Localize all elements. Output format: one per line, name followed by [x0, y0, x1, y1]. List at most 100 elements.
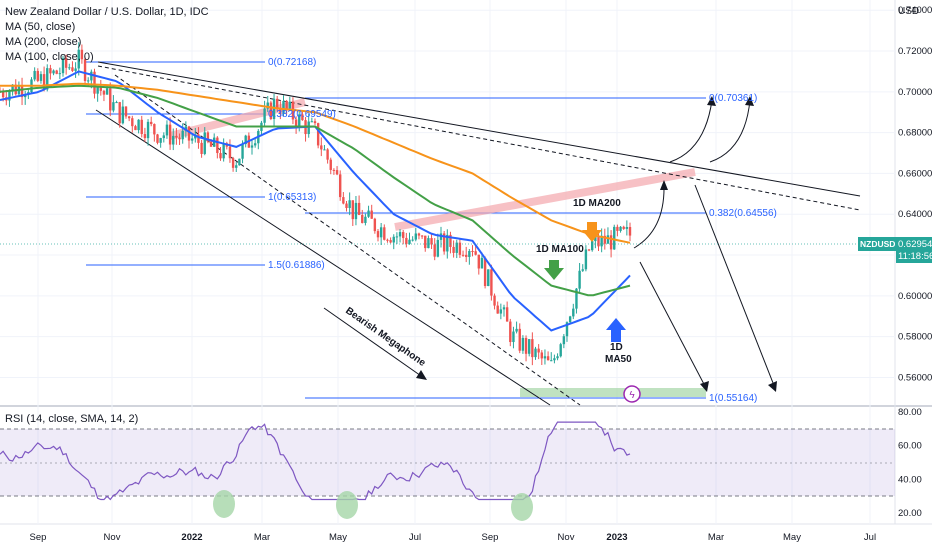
candle-body[interactable]	[505, 307, 509, 322]
candle-body[interactable]	[534, 348, 537, 358]
candle-body[interactable]	[36, 70, 39, 81]
candle-body[interactable]	[480, 257, 484, 269]
candle-body[interactable]	[11, 84, 14, 92]
candle-body[interactable]	[228, 146, 232, 159]
candle-body[interactable]	[487, 269, 490, 287]
candle-body[interactable]	[326, 149, 329, 160]
candle-body[interactable]	[562, 336, 566, 345]
candle-body[interactable]	[499, 309, 503, 314]
candle-body[interactable]	[354, 202, 358, 220]
candle-body[interactable]	[203, 132, 206, 154]
candle-body[interactable]	[483, 257, 487, 287]
megaphone-arrow-line[interactable]	[323, 307, 425, 379]
candle-body[interactable]	[39, 74, 43, 81]
candle-body[interactable]	[87, 80, 90, 82]
candle-body[interactable]	[524, 337, 528, 354]
candle-body[interactable]	[276, 98, 279, 109]
symbol-badge[interactable]	[858, 237, 896, 251]
candle-body[interactable]	[165, 124, 169, 136]
candle-body[interactable]	[584, 249, 588, 270]
candle-body[interactable]	[109, 88, 112, 111]
candle-body[interactable]	[518, 328, 521, 351]
candle-body[interactable]	[568, 316, 572, 323]
price-pane[interactable]	[0, 0, 895, 405]
candle-body[interactable]	[102, 90, 106, 95]
candle-body[interactable]	[231, 158, 235, 168]
candle-body[interactable]	[332, 169, 336, 171]
candle-body[interactable]	[471, 251, 474, 253]
ma100-line[interactable]	[0, 84, 631, 297]
candle-body[interactable]	[345, 203, 348, 208]
candle-body[interactable]	[99, 87, 102, 91]
candle-body[interactable]	[42, 74, 46, 90]
candle-body[interactable]	[1, 92, 5, 98]
candle-body[interactable]	[408, 239, 411, 244]
event-marker-icon[interactable]	[623, 385, 641, 403]
candle-body[interactable]	[376, 231, 380, 238]
candle-body[interactable]	[263, 108, 266, 123]
candle-body[interactable]	[609, 235, 613, 250]
candle-body[interactable]	[572, 308, 575, 317]
candle-body[interactable]	[597, 236, 600, 247]
projection-down-line-1[interactable]	[639, 261, 707, 389]
candle-body[interactable]	[427, 238, 430, 249]
megaphone-lower-solid[interactable]	[95, 109, 551, 406]
candle-body[interactable]	[266, 102, 269, 109]
candle-body[interactable]	[461, 254, 465, 256]
projection-down-line-2[interactable]	[694, 184, 776, 389]
candle-body[interactable]	[373, 218, 377, 232]
candle-body[interactable]	[414, 233, 417, 240]
candle-body[interactable]	[402, 232, 405, 238]
megaphone-lines[interactable]	[95, 61, 861, 406]
candle-body[interactable]	[77, 49, 80, 69]
candle-body[interactable]	[301, 114, 304, 121]
candle-body[interactable]	[134, 126, 137, 131]
ma200-line[interactable]	[0, 82, 631, 244]
candle-body[interactable]	[235, 165, 238, 168]
candle-body[interactable]	[613, 226, 616, 250]
candle-body[interactable]	[323, 149, 326, 151]
candle-body[interactable]	[395, 236, 399, 238]
candle-body[interactable]	[383, 227, 386, 240]
candle-body[interactable]	[121, 106, 125, 124]
candle-body[interactable]	[33, 70, 36, 80]
candle-body[interactable]	[175, 135, 178, 138]
candle-body[interactable]	[361, 214, 364, 223]
candle-body[interactable]	[279, 108, 282, 115]
candle-body[interactable]	[578, 270, 581, 289]
candle-body[interactable]	[449, 234, 452, 247]
candle-body[interactable]	[367, 210, 370, 217]
candle-body[interactable]	[49, 68, 52, 74]
candle-body[interactable]	[238, 158, 241, 166]
candle-body[interactable]	[24, 94, 27, 98]
candle-body[interactable]	[115, 102, 118, 104]
candle-body[interactable]	[622, 226, 625, 229]
candle-body[interactable]	[272, 98, 276, 120]
candle-body[interactable]	[436, 239, 440, 257]
candle-body[interactable]	[606, 235, 610, 244]
candle-body[interactable]	[420, 235, 424, 237]
candle-body[interactable]	[339, 174, 342, 198]
candle-body[interactable]	[140, 119, 143, 135]
candle-body[interactable]	[172, 135, 175, 145]
candle-body[interactable]	[540, 352, 543, 359]
candle-body[interactable]	[74, 68, 77, 71]
candle-body[interactable]	[168, 124, 172, 145]
candle-body[interactable]	[556, 356, 559, 359]
candle-body[interactable]	[515, 328, 518, 332]
candle-body[interactable]	[329, 159, 332, 170]
candle-body[interactable]	[587, 249, 591, 251]
legend-ma50[interactable]: MA (50, close)	[5, 21, 76, 33]
candle-body[interactable]	[581, 269, 584, 271]
candle-body[interactable]	[468, 251, 471, 257]
candle-body[interactable]	[455, 242, 458, 253]
candle-body[interactable]	[288, 101, 291, 109]
candle-body[interactable]	[209, 141, 213, 147]
candle-body[interactable]	[625, 227, 629, 229]
candle-body[interactable]	[46, 68, 49, 90]
candle-body[interactable]	[58, 73, 62, 75]
candle-body[interactable]	[594, 236, 597, 242]
candle-body[interactable]	[316, 123, 320, 146]
